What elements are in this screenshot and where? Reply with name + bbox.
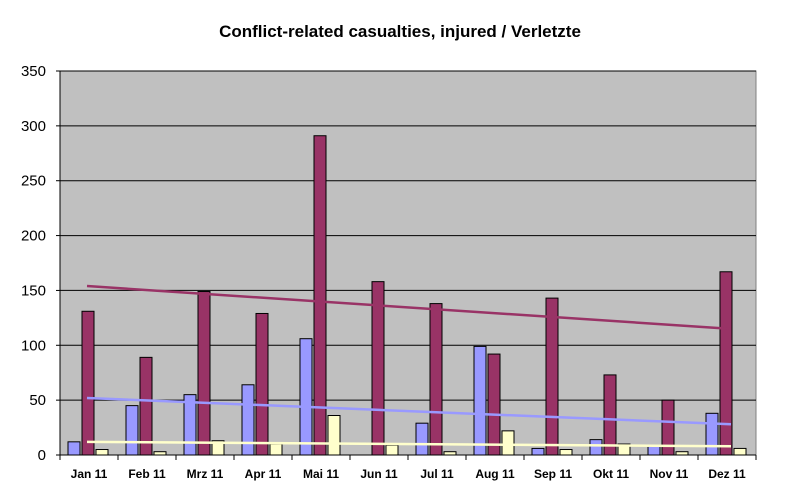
bar-series-1-okt-11 <box>589 439 603 456</box>
bar-series-3-sep-11 <box>559 449 573 456</box>
bar-series-2-okt-11 <box>603 374 617 456</box>
bar-series-2-jan-11 <box>81 310 95 456</box>
bar-series-1-mrz-11 <box>183 394 197 456</box>
y-tick-label: 0 <box>38 447 46 464</box>
x-tick-label: Feb 11 <box>128 467 166 481</box>
bar-series-3-dez-11 <box>733 447 747 456</box>
y-tick-label: 350 <box>21 63 46 80</box>
bar-series-1-dez-11 <box>705 412 719 456</box>
x-tick-label: Jul 11 <box>420 467 454 481</box>
bar-series-3-jun-11 <box>385 444 399 456</box>
trendline-series-3 <box>86 440 732 448</box>
gridlines <box>60 70 756 401</box>
x-tick-label: Sep 11 <box>534 467 572 481</box>
y-tick-label: 150 <box>21 282 46 299</box>
bar-series-3-apr-11 <box>269 443 283 456</box>
bar-series-2-dez-11 <box>719 271 733 456</box>
bar-series-1-nov-11 <box>647 445 661 456</box>
bar-series-1-sep-11 <box>531 447 545 456</box>
y-tick-label: 300 <box>21 118 46 135</box>
bar-series-1-mai-11 <box>299 338 313 456</box>
trendlines <box>86 284 732 448</box>
trendline-series-1 <box>86 396 732 426</box>
x-tick-label: Jan 11 <box>71 467 108 481</box>
bar-series-2-aug-11 <box>487 353 501 456</box>
bars <box>67 135 747 456</box>
y-tick-label: 50 <box>29 392 46 409</box>
bar-series-2-jul-11 <box>429 303 443 456</box>
y-tick-label: 250 <box>21 173 46 190</box>
bar-series-3-jan-11 <box>95 449 109 456</box>
x-axis-ticks: Jan 11 Feb 11 Mrz 11 Apr 11 Mai 11 Jun 11 Jul … <box>59 454 757 481</box>
x-tick-label: Mrz 11 <box>187 467 224 481</box>
bar-series-1-jul-11 <box>415 422 429 456</box>
x-tick-label: Jun 11 <box>360 467 398 481</box>
bar-series-1-apr-11 <box>241 384 255 456</box>
plot-area <box>59 70 757 456</box>
x-tick-label: Okt 11 <box>593 467 629 481</box>
x-tick-label: Dez 11 <box>708 467 746 481</box>
trendline-series-2 <box>86 284 732 331</box>
y-tick-label: 100 <box>21 337 46 354</box>
bar-series-2-apr-11 <box>255 312 269 456</box>
x-tick-label: Nov 11 <box>650 467 689 481</box>
bar-series-3-mai-11 <box>327 415 341 456</box>
x-tick-label: Mai 11 <box>303 467 339 481</box>
bar-series-3-aug-11 <box>501 430 515 456</box>
x-tick-label: Aug 11 <box>475 467 515 481</box>
bar-series-2-feb-11 <box>139 356 153 456</box>
bar-series-1-feb-11 <box>125 405 139 456</box>
y-axis-ticks: 0 50 100 150 200 250 300 350 <box>21 63 61 464</box>
chart-title: Conflict-related casualties, injured / V… <box>219 22 581 41</box>
y-tick-label: 200 <box>21 228 46 245</box>
bar-series-1-aug-11 <box>473 345 487 456</box>
bar-series-2-sep-11 <box>545 297 559 456</box>
bar-series-2-mrz-11 <box>197 291 211 456</box>
x-tick-label: Apr 11 <box>245 467 282 481</box>
bar-series-1-jan-11 <box>67 441 81 456</box>
bar-series-2-jun-11 <box>371 281 385 456</box>
